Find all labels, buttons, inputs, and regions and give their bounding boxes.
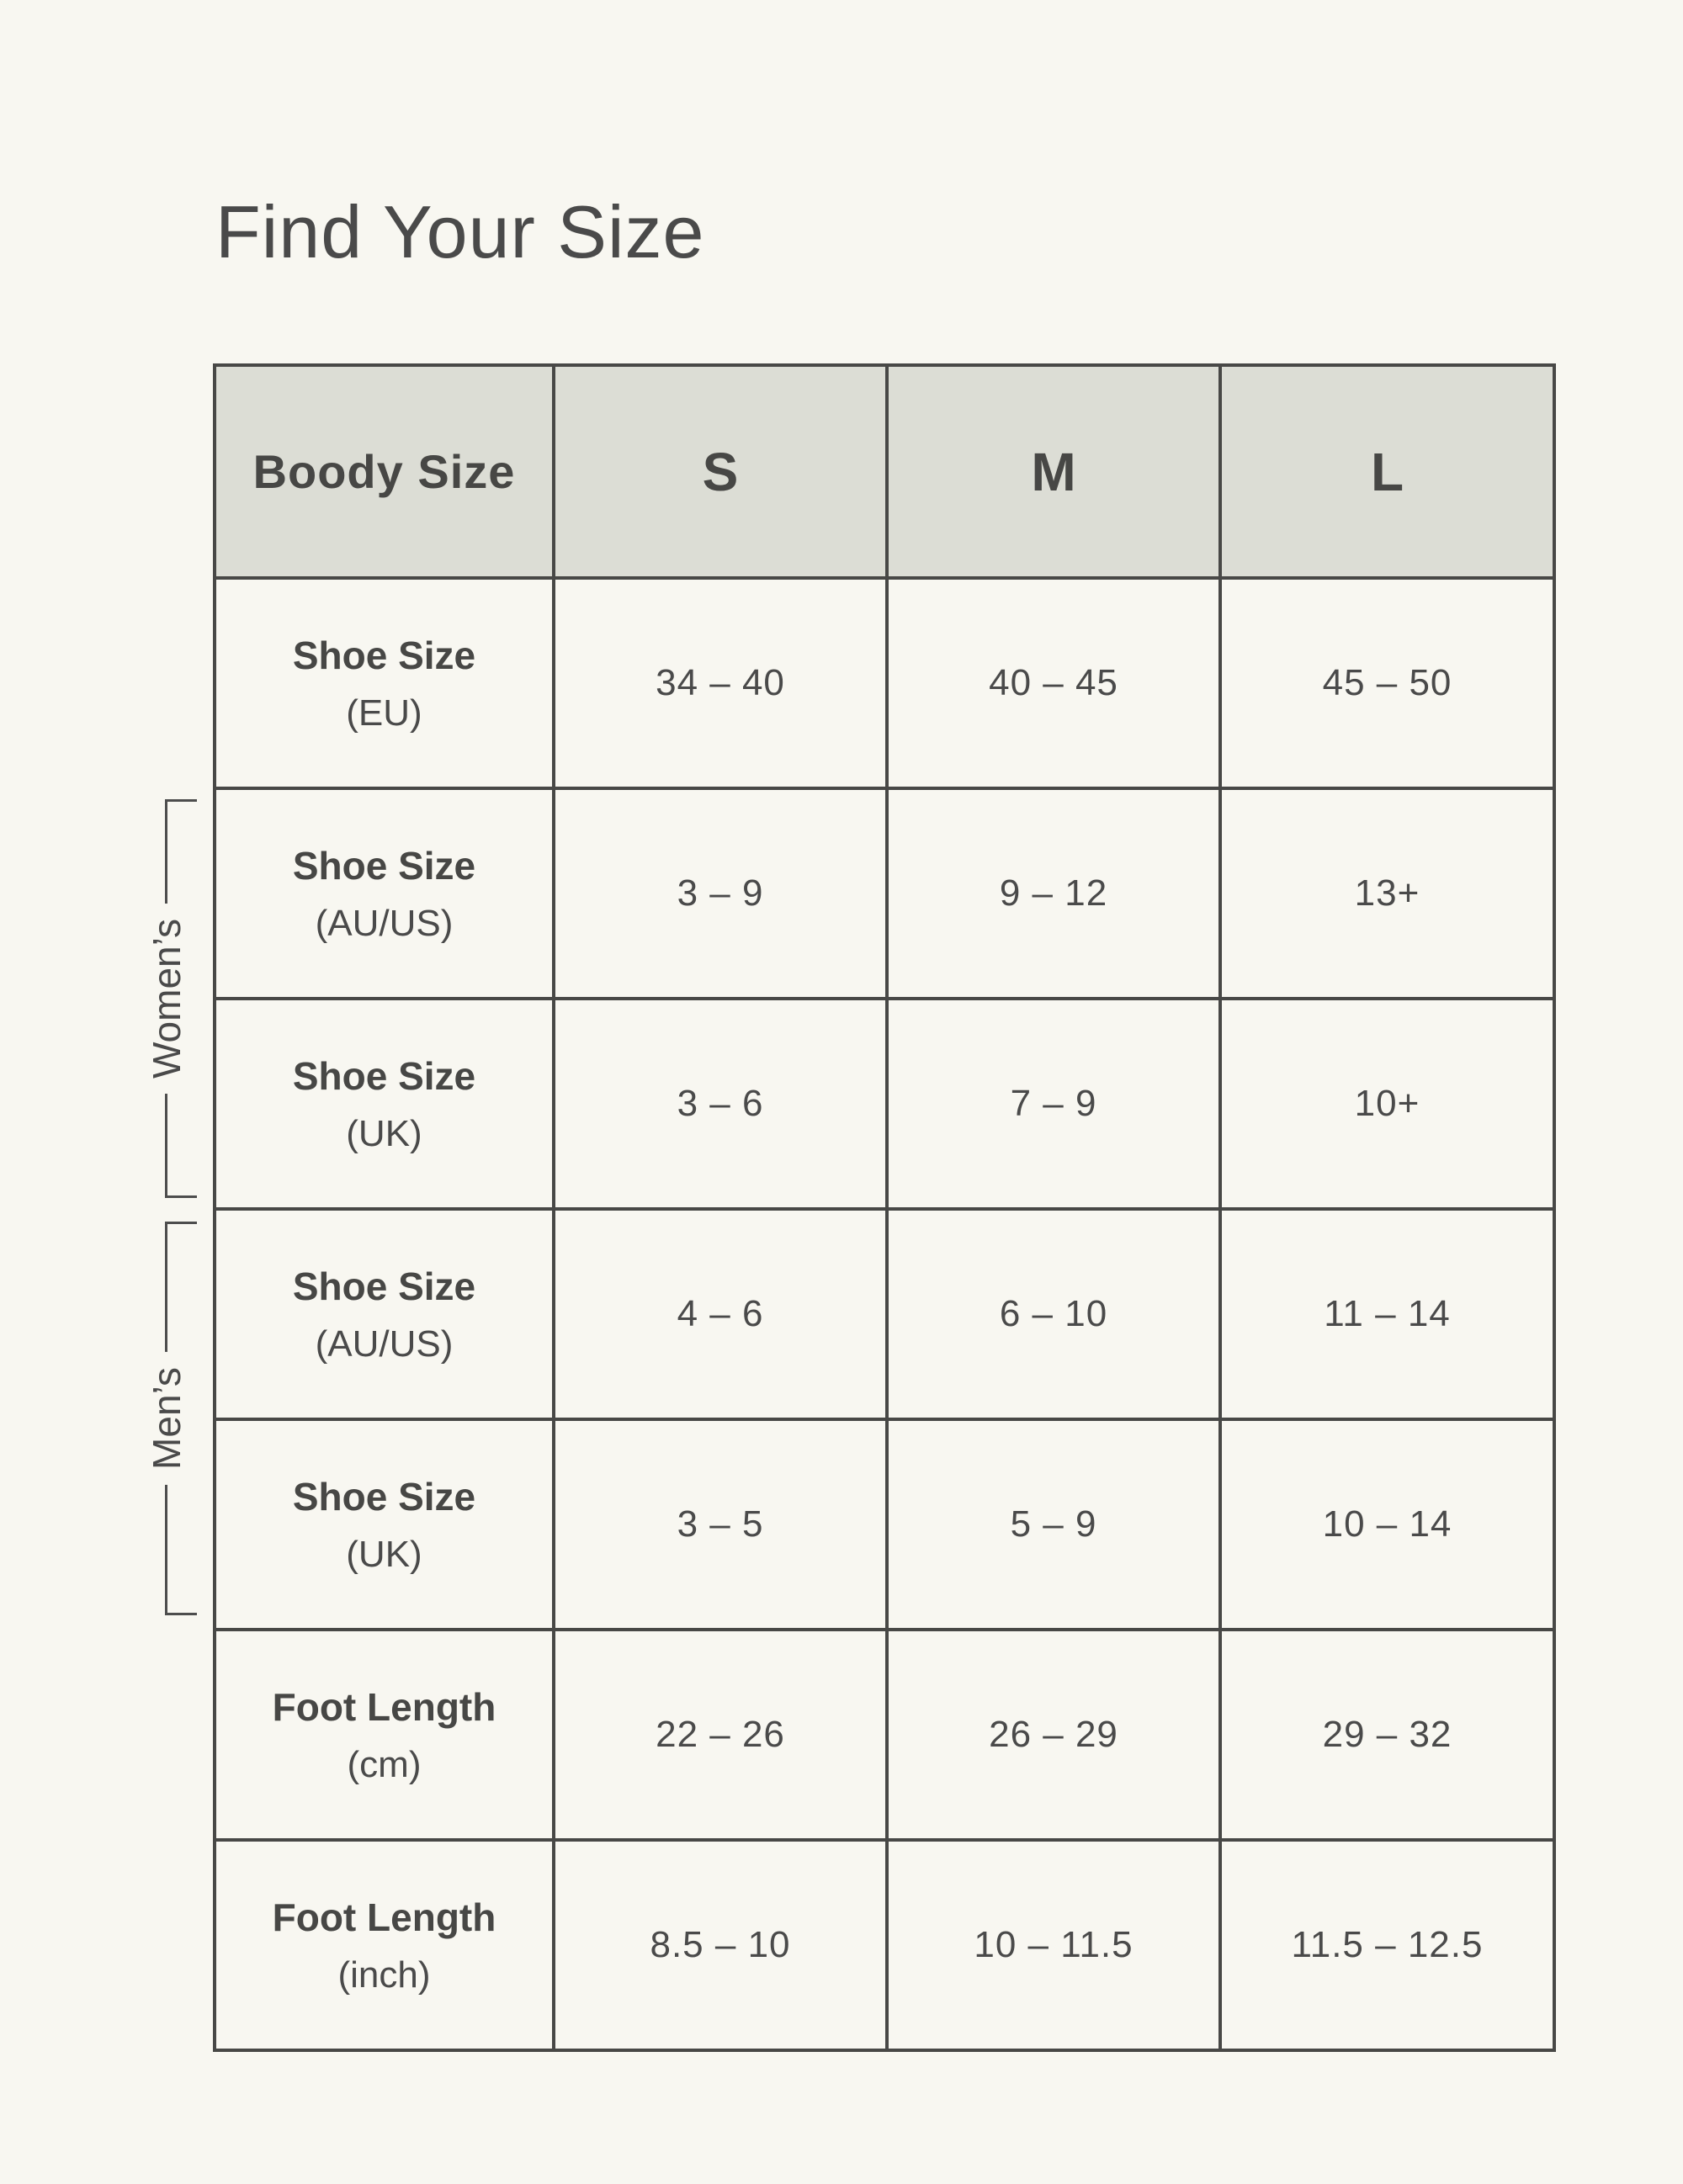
row-label-cell: Shoe Size (AU/US) <box>213 787 555 1000</box>
value-cell-s: 3 – 6 <box>552 997 889 1211</box>
row-label-cell: Foot Length (cm) <box>213 1628 555 1842</box>
value-cell-m: 40 – 45 <box>885 576 1222 790</box>
row-label-main: Shoe Size <box>292 1264 476 1309</box>
row-label-sub: (AU/US) <box>315 902 454 944</box>
table-row-foot-length-cm: Foot Length (cm) 22 – 26 26 – 29 29 – 32 <box>213 1628 1556 1842</box>
womens-group-bracket: Women’s <box>143 799 197 1198</box>
table-row-shoe-eu: Shoe Size (EU) 34 – 40 40 – 45 45 – 50 <box>213 576 1556 790</box>
row-label-cell: Shoe Size (EU) <box>213 576 555 790</box>
row-label-cell: Shoe Size (AU/US) <box>213 1207 555 1421</box>
table-row-foot-length-inch: Foot Length (inch) 8.5 – 10 10 – 11.5 11… <box>213 1838 1556 2052</box>
value-cell-l: 11.5 – 12.5 <box>1218 1838 1556 2052</box>
value-cell-l: 10 – 14 <box>1218 1418 1556 1631</box>
header-boody-size: Boody Size <box>213 363 555 580</box>
mens-group-label: Men’s <box>143 1352 189 1485</box>
row-label-main: Shoe Size <box>292 1054 476 1099</box>
value-cell-l: 10+ <box>1218 997 1556 1211</box>
value-cell-s: 3 – 9 <box>552 787 889 1000</box>
row-label-sub: (AU/US) <box>315 1323 454 1365</box>
row-label-sub: (inch) <box>337 1953 431 1996</box>
value-cell-l: 45 – 50 <box>1218 576 1556 790</box>
value-cell-s: 22 – 26 <box>552 1628 889 1842</box>
womens-group-label: Women’s <box>143 903 189 1095</box>
row-label-main: Foot Length <box>272 1685 496 1730</box>
value-cell-m: 26 – 29 <box>885 1628 1222 1842</box>
value-cell-l: 13+ <box>1218 787 1556 1000</box>
value-cell-l: 29 – 32 <box>1218 1628 1556 1842</box>
row-label-sub: (cm) <box>347 1743 422 1785</box>
row-label-main: Shoe Size <box>292 1475 476 1519</box>
value-cell-s: 4 – 6 <box>552 1207 889 1421</box>
row-label-cell: Shoe Size (UK) <box>213 997 555 1211</box>
table-row-mens-shoe-uk: Shoe Size (UK) 3 – 5 5 – 9 10 – 14 <box>213 1418 1556 1631</box>
table-row-womens-shoe-uk: Shoe Size (UK) 3 – 6 7 – 9 10+ <box>213 997 1556 1211</box>
row-label-sub: (UK) <box>346 1112 422 1154</box>
table-row-mens-shoe-auus: Shoe Size (AU/US) 4 – 6 6 – 10 11 – 14 <box>213 1207 1556 1421</box>
row-label-main: Shoe Size <box>292 844 476 888</box>
value-cell-m: 5 – 9 <box>885 1418 1222 1631</box>
value-cell-s: 3 – 5 <box>552 1418 889 1631</box>
row-label-sub: (UK) <box>346 1533 422 1575</box>
row-label-main: Foot Length <box>272 1895 496 1940</box>
row-label-main: Shoe Size <box>292 633 476 678</box>
mens-group-bracket: Men’s <box>143 1222 197 1615</box>
table-header-row: Boody Size S M L <box>213 363 1556 580</box>
value-cell-s: 34 – 40 <box>552 576 889 790</box>
size-chart-table: Boody Size S M L Shoe Size (EU) 34 – 40 … <box>213 363 1556 2052</box>
value-cell-m: 9 – 12 <box>885 787 1222 1000</box>
header-size-s: S <box>552 363 889 580</box>
table-row-womens-shoe-auus: Shoe Size (AU/US) 3 – 9 9 – 12 13+ <box>213 787 1556 1000</box>
row-label-cell: Foot Length (inch) <box>213 1838 555 2052</box>
header-size-m: M <box>885 363 1222 580</box>
value-cell-l: 11 – 14 <box>1218 1207 1556 1421</box>
row-label-sub: (EU) <box>346 692 422 734</box>
header-size-l: L <box>1218 363 1556 580</box>
row-label-cell: Shoe Size (UK) <box>213 1418 555 1631</box>
page-title: Find Your Size <box>215 190 705 273</box>
value-cell-m: 10 – 11.5 <box>885 1838 1222 2052</box>
value-cell-m: 6 – 10 <box>885 1207 1222 1421</box>
value-cell-s: 8.5 – 10 <box>552 1838 889 2052</box>
value-cell-m: 7 – 9 <box>885 997 1222 1211</box>
